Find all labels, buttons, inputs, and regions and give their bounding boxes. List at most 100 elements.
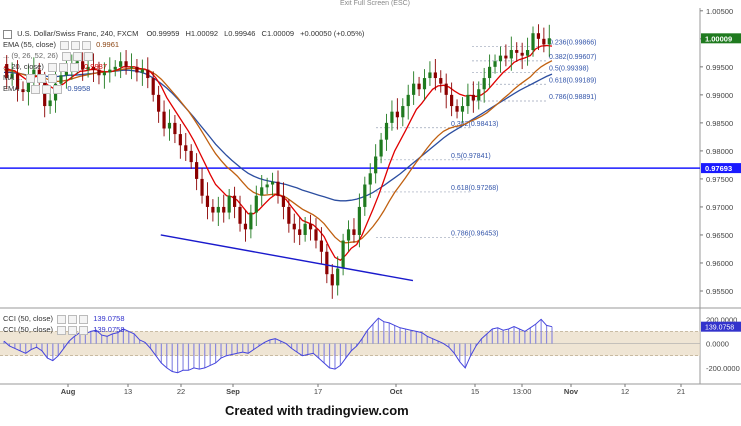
candle-body [287, 206, 291, 224]
close-icon[interactable] [53, 84, 63, 94]
y-tick-label: 0.99500 [706, 63, 733, 72]
last-price-label: 1.00009 [705, 34, 732, 43]
candle-body [184, 145, 188, 151]
eye-icon[interactable] [60, 40, 70, 50]
cci-tick-label: 0.0000 [706, 340, 729, 349]
candle-body [401, 106, 405, 118]
candle-body [173, 122, 177, 135]
indicator-row5[interactable]: EMA ... 0.9958 [3, 84, 90, 94]
candle-body [368, 173, 372, 185]
ohlc-change: +0.00050 (+0.05%) [300, 29, 365, 38]
y-tick-label: 0.96500 [706, 231, 733, 240]
candle-body [243, 223, 248, 230]
settings-icon[interactable] [58, 62, 68, 72]
x-tick-label: Sep [226, 387, 240, 396]
candle-body [406, 94, 410, 107]
y-tick-label: 0.97000 [706, 203, 733, 212]
close-icon[interactable] [69, 62, 79, 72]
candle-body [450, 94, 454, 107]
settings-icon[interactable] [42, 84, 52, 94]
row4-label: MA ... [3, 73, 23, 82]
candle-body [97, 69, 101, 76]
settings-icon[interactable] [71, 40, 81, 50]
indicator-row2[interactable]: ... (9, 26, 52, 26) [3, 51, 94, 61]
cci-value: 139.0758 [93, 314, 125, 323]
candle-body [48, 100, 52, 107]
settings-icon[interactable] [73, 51, 83, 61]
eye-icon[interactable] [31, 84, 41, 94]
candle-body [238, 206, 242, 224]
candle-body [15, 73, 20, 90]
candle-body [547, 38, 551, 45]
candle-body [379, 139, 383, 157]
candle-body [412, 83, 416, 95]
indicator-ema55[interactable]: EMA (55, close) 0.9961 [3, 40, 119, 50]
fib-level-label: 0.786(0.96453) [451, 231, 498, 238]
x-tick-label: 13:00 [513, 387, 532, 396]
indicator-ma20[interactable]: ... 20, close) 0.9987 [3, 62, 107, 72]
settings-icon[interactable] [68, 314, 78, 324]
candle-body [216, 206, 220, 213]
candle-body [357, 206, 361, 235]
candle-body [384, 122, 389, 140]
candle-body [211, 206, 215, 213]
settings-icon[interactable] [37, 73, 47, 83]
candle-body [281, 195, 286, 207]
y-tick-label: 0.97500 [706, 175, 733, 184]
indicator-row4[interactable]: MA ... [3, 73, 58, 83]
eye-icon[interactable] [57, 314, 67, 324]
candle-body [477, 89, 481, 101]
cci-label: CCI (50, close) [3, 314, 54, 323]
candle-body [319, 240, 324, 252]
candle-body [433, 72, 437, 79]
candle-body [227, 195, 231, 213]
cci-value-tag [701, 321, 741, 332]
x-tick-label: 13 [124, 387, 132, 396]
cci-value: 139.0758 [93, 325, 125, 334]
eye-icon[interactable] [47, 62, 57, 72]
cci-legend-1[interactable]: CCI (50, close) 139.0758 [3, 314, 125, 324]
x-tick-label: Oct [390, 387, 403, 396]
candle-body [298, 229, 302, 235]
eye-icon[interactable] [26, 73, 36, 83]
x-tick-label: 15 [471, 387, 479, 396]
candle-body [167, 122, 172, 129]
fib-level-label: 0.5(0.99398) [549, 66, 589, 73]
candle-body [488, 66, 492, 79]
candle-body [151, 78, 155, 95]
cci-legend-2[interactable]: CCI (50, close) 139.0758 [3, 325, 125, 335]
row5-value: 0.9958 [67, 84, 91, 93]
candle-body [135, 66, 139, 73]
close-icon[interactable] [79, 325, 89, 335]
settings-icon[interactable] [68, 325, 78, 335]
candle-body [498, 55, 503, 62]
ma20-label: ... 20, close) [3, 62, 44, 71]
close-icon[interactable] [84, 51, 94, 61]
close-icon[interactable] [82, 40, 92, 50]
y-tick-label: 0.99000 [706, 91, 733, 100]
ema55-value: 0.9961 [96, 40, 120, 49]
candle-body [303, 223, 307, 235]
candle-body [59, 75, 63, 84]
candle-body [439, 78, 443, 84]
fib-level-label: 0.618(0.99189) [549, 77, 596, 84]
candle-body [352, 229, 356, 235]
symbol-title: U.S. Dollar/Swiss Franc, 240, FXCM [17, 29, 139, 38]
candle-body [460, 106, 465, 112]
eye-icon[interactable] [62, 51, 72, 61]
candle-body [270, 181, 275, 185]
candle-body [124, 61, 128, 67]
candle-body [265, 184, 269, 188]
close-icon[interactable] [48, 73, 58, 83]
y-tick-label: 0.98000 [706, 147, 733, 156]
close-icon[interactable] [79, 314, 89, 324]
candle-body [466, 94, 470, 107]
price-chart[interactable]: 0.97693 0.236(0.99866) 0.382(0.99607) 0.5(… [0, 0, 741, 400]
exit-fullscreen-button[interactable]: Exit Full Screen (ESC) [340, 0, 411, 7]
eye-icon[interactable] [57, 325, 67, 335]
footer [0, 400, 741, 426]
collapse-icon[interactable] [3, 29, 12, 39]
candle-body [108, 69, 112, 73]
candle-body [525, 50, 530, 56]
x-tick-label: 21 [677, 387, 685, 396]
